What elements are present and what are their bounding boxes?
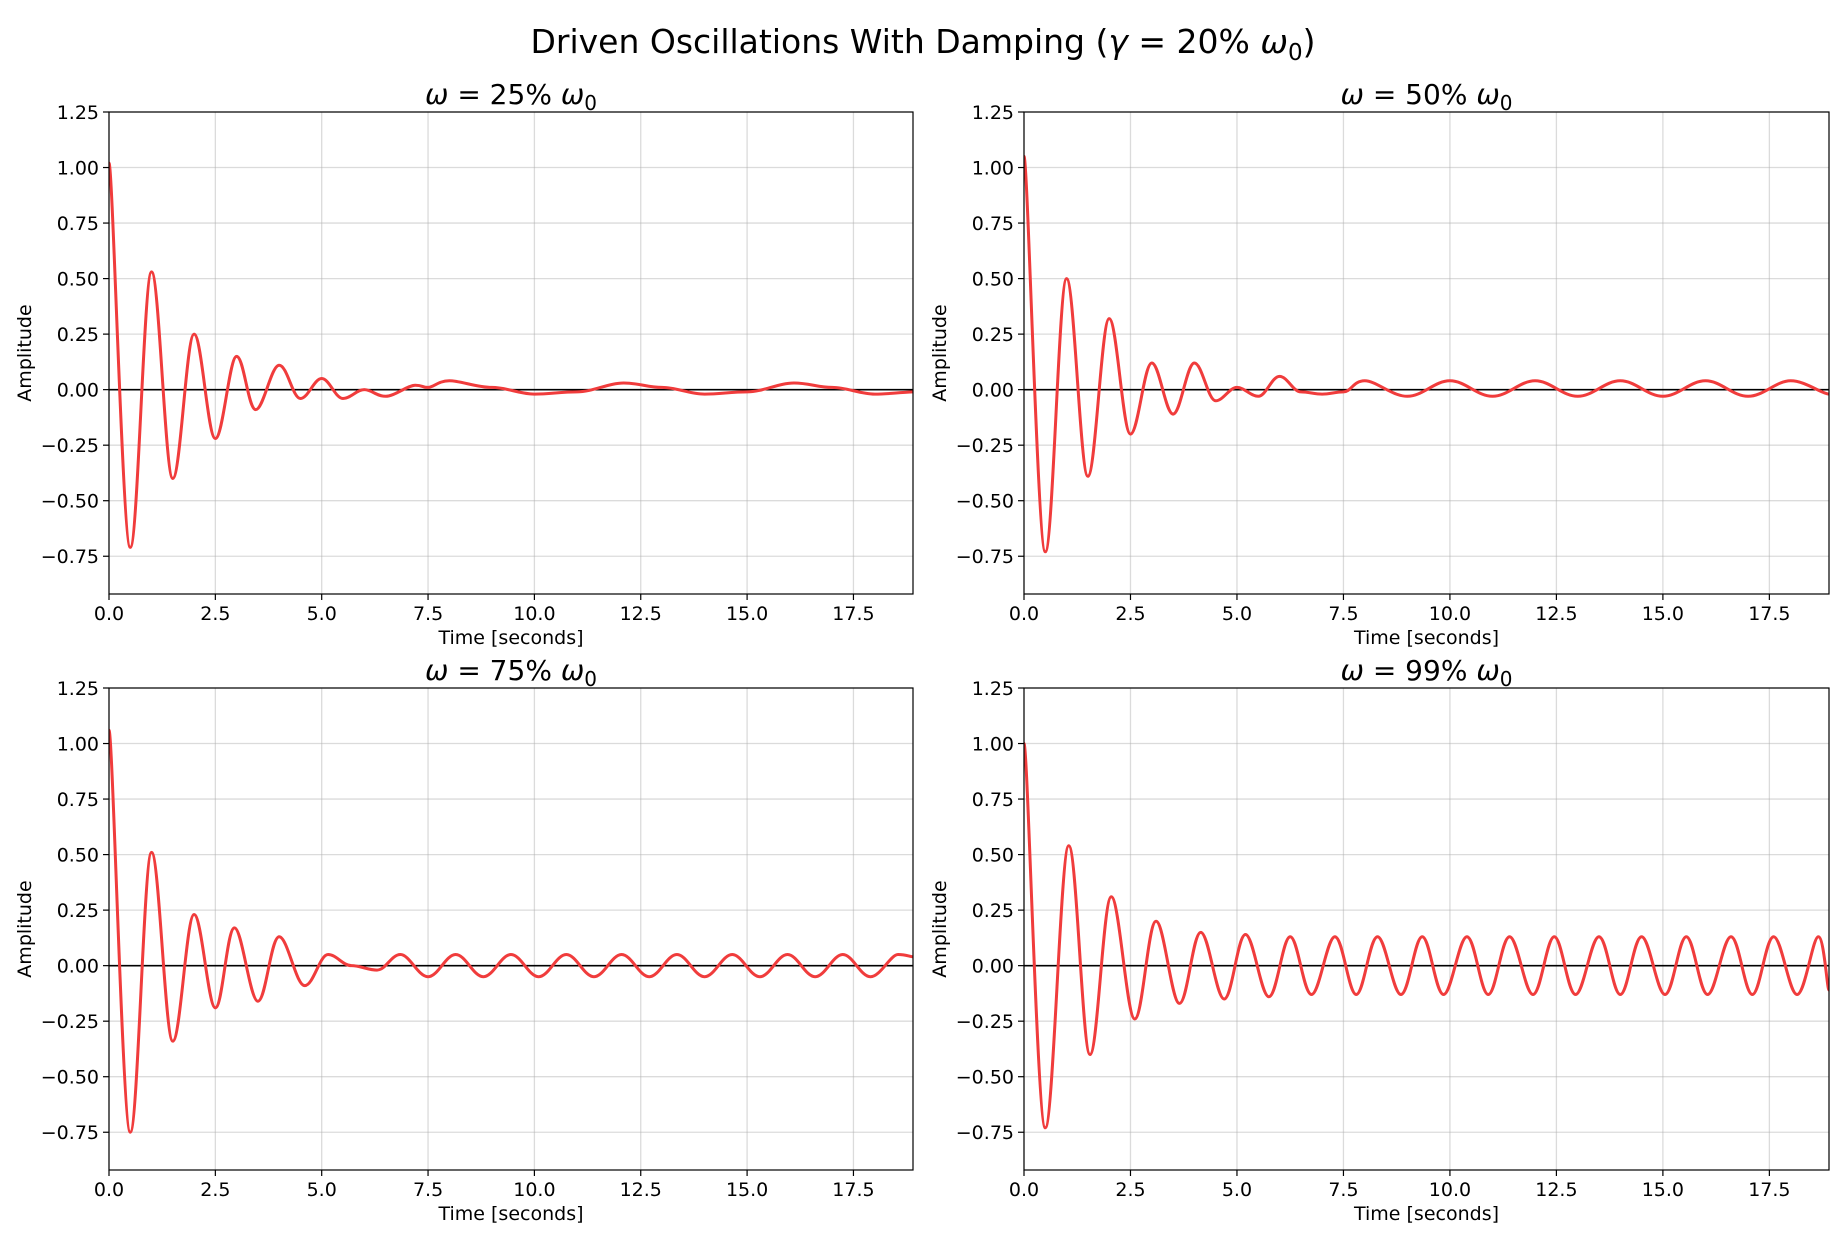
y-tick-label: −0.25: [956, 1011, 1014, 1033]
y-tick-label: 0.25: [57, 324, 99, 346]
x-tick-label: 12.5: [620, 1179, 662, 1201]
y-tick-label: 0.00: [972, 380, 1014, 402]
x-tick-label: 0.0: [94, 603, 124, 625]
y-tick-label: 0.00: [972, 956, 1014, 978]
y-tick-label: 0.50: [57, 845, 99, 867]
x-tick-label: 10.0: [513, 1179, 555, 1201]
x-axis-label: Time [seconds]: [1353, 627, 1499, 649]
axes-frame: [1023, 111, 1830, 595]
subplot-omega-25: 0.0 2.5 5.0 7.5 10.0 12.5 15.0 17.5 −0.75 −0.50 −0…: [14, 78, 914, 649]
x-tick-label: 17.5: [1748, 1179, 1790, 1201]
x-tick-label: 15.0: [726, 1179, 768, 1201]
x-tick-label: 5.0: [1222, 603, 1252, 625]
y-tick-label: 1.00: [972, 734, 1014, 756]
y-tick-label: 0.25: [972, 324, 1014, 346]
x-tick-label: 15.0: [1642, 1179, 1684, 1201]
y-tick-label: 0.25: [57, 900, 99, 922]
x-tick-label: 0.0: [1009, 603, 1039, 625]
series-line: [109, 161, 913, 549]
y-tick-label: 1.25: [972, 102, 1014, 124]
y-tick-label: 1.25: [57, 678, 99, 700]
x-tick-label: 15.0: [726, 603, 768, 625]
series-line: [109, 728, 913, 1134]
x-tick-label: 7.5: [413, 603, 443, 625]
y-tick-label: 0.50: [972, 845, 1014, 867]
subplot-omega-99: 0.0 2.5 5.0 7.5 10.0 12.5 15.0 17.5 −0.75 −0.50 −0…: [929, 654, 1830, 1225]
y-tick-label: 0.00: [57, 380, 99, 402]
y-tick-label: 1.00: [972, 158, 1014, 180]
x-tick-label: 5.0: [307, 1179, 337, 1201]
x-tick-label: 15.0: [1642, 603, 1684, 625]
x-axis-label: Time [seconds]: [437, 1203, 583, 1225]
x-tick-label: 0.0: [94, 1179, 124, 1201]
x-tick-label: 10.0: [1429, 603, 1471, 625]
y-tick-label: −0.25: [956, 435, 1014, 457]
subplot-title: ω = 50% ω0: [1340, 78, 1512, 115]
y-tick-label: 0.00: [57, 956, 99, 978]
x-tick-label: 0.0: [1009, 1179, 1039, 1201]
y-tick-label: −0.75: [956, 546, 1014, 568]
axes-frame: [108, 687, 914, 1171]
x-tick-label: 2.5: [1115, 603, 1145, 625]
series-line: [1024, 154, 1829, 554]
subplot-omega-75: 0.0 2.5 5.0 7.5 10.0 12.5 15.0 17.5 −0.75 −0.50 −0…: [14, 654, 914, 1225]
x-tick-label: 2.5: [1115, 1179, 1145, 1201]
y-tick-label: −0.75: [41, 546, 99, 568]
y-tick-label: −0.50: [956, 1067, 1014, 1089]
grid: [108, 111, 913, 594]
x-tick-label: 5.0: [307, 603, 337, 625]
y-tick-label: 0.50: [57, 269, 99, 291]
y-tick-label: 0.75: [57, 213, 99, 235]
x-tick-label: 2.5: [200, 603, 230, 625]
grid: [1023, 111, 1829, 594]
series-line: [1024, 742, 1829, 1130]
x-tick-label: 7.5: [1328, 1179, 1358, 1201]
y-tick-label: 0.75: [57, 789, 99, 811]
y-axis-label: Amplitude: [14, 880, 36, 977]
subplot-title: ω = 75% ω0: [425, 654, 597, 691]
y-tick-label: −0.25: [41, 1011, 99, 1033]
axes-frame: [1023, 687, 1830, 1171]
y-tick-label: −0.50: [41, 491, 99, 513]
y-tick-label: 1.00: [57, 158, 99, 180]
subplot-title: ω = 99% ω0: [1340, 654, 1512, 691]
x-tick-label: 2.5: [200, 1179, 230, 1201]
x-tick-label: 12.5: [1535, 1179, 1577, 1201]
y-axis-label: Amplitude: [14, 304, 36, 401]
y-tick-label: −0.25: [41, 435, 99, 457]
y-tick-label: −0.75: [41, 1122, 99, 1144]
y-tick-label: 1.25: [972, 678, 1014, 700]
figure-title: Driven Oscillations With Damping (γ = 20…: [530, 22, 1315, 66]
x-axis-label: Time [seconds]: [1353, 1203, 1499, 1225]
grid: [1023, 687, 1829, 1170]
axes-frame: [108, 111, 914, 595]
x-tick-label: 17.5: [832, 1179, 874, 1201]
y-tick-label: 0.75: [972, 213, 1014, 235]
x-tick-label: 7.5: [413, 1179, 443, 1201]
x-tick-label: 12.5: [1535, 603, 1577, 625]
subplot-title: ω = 25% ω0: [425, 78, 597, 115]
x-tick-label: 17.5: [1748, 603, 1790, 625]
x-tick-label: 10.0: [513, 603, 555, 625]
subplot-omega-50: 0.0 2.5 5.0 7.5 10.0 12.5 15.0 17.5 −0.75 −0.50 −0…: [929, 78, 1830, 649]
x-tick-label: 10.0: [1429, 1179, 1471, 1201]
y-axis-label: Amplitude: [929, 880, 951, 977]
y-tick-label: 0.75: [972, 789, 1014, 811]
y-tick-label: 1.00: [57, 734, 99, 756]
y-tick-label: −0.50: [956, 491, 1014, 513]
x-tick-label: 5.0: [1222, 1179, 1252, 1201]
y-axis-label: Amplitude: [929, 304, 951, 401]
y-tick-label: 1.25: [57, 102, 99, 124]
x-tick-label: 12.5: [620, 603, 662, 625]
y-tick-label: −0.75: [956, 1122, 1014, 1144]
y-tick-label: 0.50: [972, 269, 1014, 291]
x-tick-label: 7.5: [1328, 603, 1358, 625]
grid: [108, 687, 913, 1170]
x-axis-label: Time [seconds]: [437, 627, 583, 649]
y-tick-label: −0.50: [41, 1067, 99, 1089]
x-tick-label: 17.5: [832, 603, 874, 625]
y-tick-label: 0.25: [972, 900, 1014, 922]
